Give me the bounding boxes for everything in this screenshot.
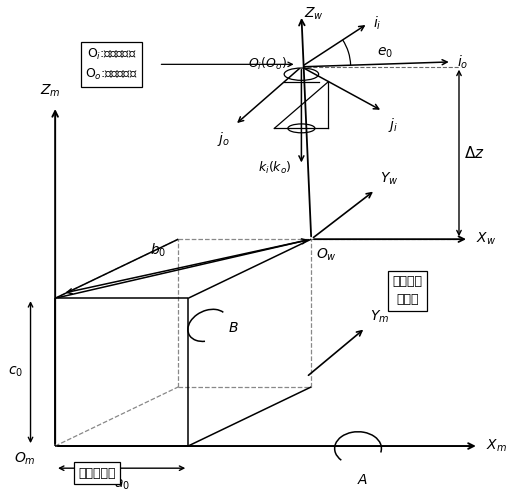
Text: $O_m$: $O_m$: [14, 451, 36, 468]
Text: 机床坐标系: 机床坐标系: [78, 467, 116, 480]
Text: $a_0$: $a_0$: [114, 478, 129, 493]
Text: $i_i$: $i_i$: [373, 15, 381, 32]
Text: $Y_m$: $Y_m$: [370, 309, 390, 325]
Text: $b_0$: $b_0$: [150, 242, 167, 259]
Text: $O_w$: $O_w$: [316, 247, 337, 263]
Text: $e_0$: $e_0$: [377, 45, 394, 60]
Text: $j_o$: $j_o$: [217, 130, 230, 148]
Text: $B$: $B$: [227, 321, 238, 335]
Text: $i_o$: $i_o$: [456, 53, 468, 70]
Text: O$_i$:轮坯坐标系
O$_o$:固定坐标系: O$_i$:轮坯坐标系 O$_o$:固定坐标系: [85, 46, 138, 82]
Text: $k_i(k_o)$: $k_i(k_o)$: [258, 160, 291, 176]
Text: $Y_w$: $Y_w$: [380, 171, 399, 188]
Text: $\Delta z$: $\Delta z$: [464, 145, 485, 161]
Text: 工件安装
坐标系: 工件安装 坐标系: [392, 275, 422, 306]
Text: $X_w$: $X_w$: [476, 231, 496, 248]
Text: $Z_m$: $Z_m$: [40, 82, 61, 99]
Text: $j_i$: $j_i$: [388, 116, 398, 134]
Text: $Z_w$: $Z_w$: [304, 5, 324, 22]
Text: $A$: $A$: [357, 473, 368, 487]
Text: $X_m$: $X_m$: [486, 438, 507, 454]
Text: $c_0$: $c_0$: [8, 365, 23, 379]
Text: $O_i(O_o)$: $O_i(O_o)$: [248, 56, 287, 72]
